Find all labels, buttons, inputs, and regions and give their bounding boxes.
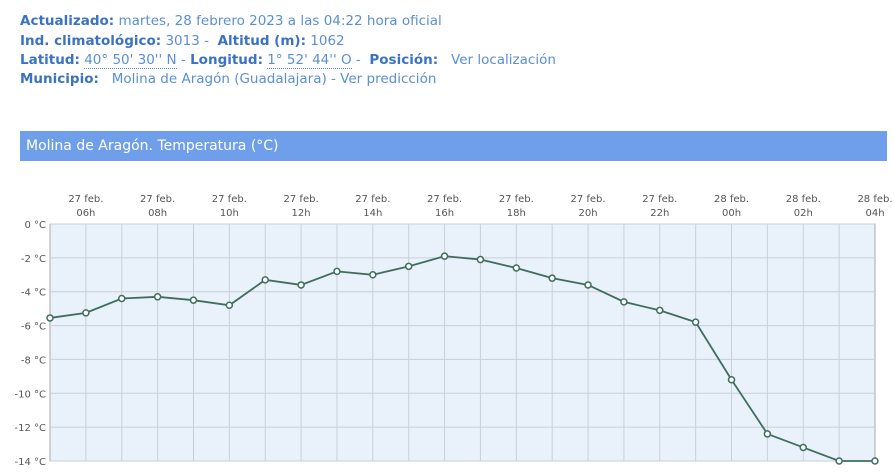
value: 3013 - — [165, 33, 209, 49]
chart-title-bar — [20, 131, 887, 161]
y-tick-label: -6 °C — [21, 322, 46, 333]
x-tick-date: 27 feb. — [68, 194, 103, 205]
y-tick-label: -10 °C — [15, 389, 47, 400]
point — [476, 255, 485, 264]
municipality-line: Municipio: Molina de Aragón (Guadalajara… — [20, 71, 436, 87]
y-tick-label: -14 °C — [15, 457, 47, 468]
point — [117, 294, 126, 303]
point — [404, 262, 413, 271]
y-tick-label: 0 °C — [24, 220, 46, 231]
plot-area — [49, 223, 876, 462]
point — [835, 457, 843, 465]
point — [691, 318, 700, 326]
x-tick-date: 27 feb. — [642, 194, 677, 205]
coords-line: Latitud: 40° 50' 30'' N - Longitud: 1° 5… — [20, 52, 556, 69]
point — [369, 271, 377, 279]
x-tick-date: 27 feb. — [284, 194, 319, 205]
x-tick-hour: 20h — [579, 208, 598, 219]
point — [82, 309, 90, 317]
x-tick-date: 27 feb. — [427, 194, 462, 205]
point — [440, 252, 449, 260]
point — [46, 314, 54, 322]
x-tick-hour: 04h — [865, 208, 884, 219]
sep: - — [180, 52, 186, 68]
point — [297, 281, 305, 289]
x-tick-hour: 06h — [76, 208, 95, 219]
y-tick-label: -4 °C — [21, 288, 46, 299]
point — [512, 264, 521, 272]
link[interactable]: Ver localización — [451, 52, 556, 68]
value: 1062 — [310, 33, 345, 49]
y-tick-label: -12 °C — [15, 423, 47, 434]
point — [548, 274, 556, 282]
point — [189, 296, 198, 304]
value: martes, 28 febrero 2023 a las 04:22 hora… — [118, 13, 442, 29]
y-tick-label: -8 °C — [21, 355, 46, 366]
x-tick-hour: 14h — [363, 208, 382, 219]
point — [727, 375, 736, 384]
point — [261, 276, 269, 284]
point — [620, 298, 628, 306]
value: 1° 52' 44'' O — [267, 52, 352, 69]
point — [584, 281, 592, 289]
point — [799, 443, 808, 452]
x-tick-date: 28 feb. — [786, 194, 821, 205]
chart-title: Molina de Aragón. Temperatura (°C) — [26, 138, 279, 154]
x-tick-date: 27 feb. — [212, 194, 247, 205]
label: Longitud: — [190, 52, 263, 68]
x-tick-hour: 08h — [148, 208, 167, 219]
x-tick-date: 28 feb. — [714, 194, 749, 205]
x-tick-hour: 02h — [794, 208, 813, 219]
x-tick-hour: 00h — [722, 208, 741, 219]
y-tick-label: -2 °C — [21, 254, 46, 265]
x-tick-hour: 12h — [292, 208, 311, 219]
index-line: Ind. climatológico: 3013 - Altitud (m): … — [20, 33, 345, 49]
point — [225, 301, 234, 310]
x-tick-date: 27 feb. — [140, 194, 175, 205]
point — [656, 306, 664, 315]
point — [763, 430, 772, 438]
x-tick-hour: 22h — [650, 208, 669, 219]
line — [49, 255, 875, 462]
label: Latitud: — [20, 52, 80, 68]
label: Posición: — [369, 52, 439, 68]
label: Ind. climatológico: — [20, 33, 162, 49]
label: Municipio: — [20, 71, 99, 87]
x-tick-date: 27 feb. — [570, 194, 605, 205]
label: Actualizado: — [20, 13, 115, 29]
updated-line: Actualizado: martes, 28 febrero 2023 a l… — [20, 13, 442, 29]
value[interactable]: Molina de Aragón (Guadalajara) - Ver pre… — [111, 71, 437, 87]
sep: - — [355, 52, 361, 68]
x-tick-date: 28 feb. — [857, 194, 892, 205]
x-tick-date: 27 feb. — [499, 194, 534, 205]
value: 40° 50' 30'' N — [84, 52, 177, 69]
point — [153, 293, 162, 301]
x-tick-hour: 18h — [507, 208, 526, 219]
label: Altitud (m): — [217, 33, 306, 49]
point — [333, 267, 341, 276]
x-tick-date: 27 feb. — [355, 194, 390, 205]
point — [871, 457, 879, 465]
x-tick-hour: 16h — [435, 208, 454, 219]
x-tick-hour: 10h — [220, 208, 239, 219]
